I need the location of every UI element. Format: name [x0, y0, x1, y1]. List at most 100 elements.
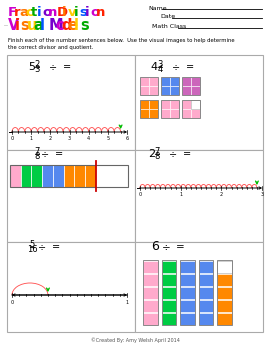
Text: i: i	[14, 18, 19, 33]
Text: 1: 1	[179, 193, 182, 197]
Bar	[191, 100, 200, 109]
Bar	[140, 100, 149, 109]
Bar	[143, 300, 157, 312]
Bar	[182, 86, 191, 95]
Text: 1: 1	[126, 300, 129, 304]
Bar	[191, 86, 200, 95]
Text: n: n	[96, 7, 106, 20]
Text: 6: 6	[151, 240, 159, 253]
Bar	[217, 300, 231, 312]
Text: 5: 5	[29, 240, 35, 249]
Text: 0: 0	[11, 136, 14, 141]
Text: 4: 4	[157, 65, 163, 74]
Bar	[170, 77, 179, 86]
Text: =: =	[63, 62, 71, 72]
Text: M: M	[49, 18, 63, 33]
Bar	[161, 273, 176, 286]
Text: s: s	[21, 18, 29, 33]
Text: F: F	[8, 7, 17, 20]
Text: d: d	[62, 18, 72, 33]
Bar	[42, 165, 53, 187]
Text: 8: 8	[34, 152, 40, 161]
Text: V: V	[8, 18, 19, 33]
Text: 7: 7	[154, 147, 160, 156]
Text: s: s	[80, 18, 89, 33]
Text: v: v	[68, 7, 76, 20]
Bar	[64, 165, 74, 187]
Bar	[7, 55, 135, 150]
Bar	[198, 260, 213, 325]
Bar	[140, 77, 149, 86]
Bar	[191, 109, 200, 118]
Text: Math Class: Math Class	[152, 25, 186, 29]
Text: o: o	[55, 18, 65, 33]
Text: 7: 7	[34, 147, 40, 156]
Bar	[143, 273, 157, 286]
Text: l: l	[39, 18, 45, 33]
Bar	[161, 260, 176, 325]
Text: =: =	[183, 149, 191, 159]
Text: ÷: ÷	[49, 62, 57, 72]
Bar	[161, 313, 176, 325]
Text: a: a	[19, 7, 28, 20]
Bar	[74, 165, 85, 187]
Bar	[10, 165, 21, 187]
Text: i: i	[62, 7, 67, 20]
Text: D: D	[56, 7, 68, 20]
Text: Finish each of the number sentences below.  Use the visual images to help determ: Finish each of the number sentences belo…	[8, 38, 235, 50]
Bar	[161, 300, 176, 312]
Bar	[161, 100, 170, 109]
Bar	[170, 100, 179, 109]
Text: ÷: ÷	[41, 149, 49, 159]
Text: 3: 3	[261, 193, 264, 197]
Text: i: i	[36, 7, 41, 20]
Bar	[180, 313, 194, 325]
Text: 2: 2	[220, 193, 223, 197]
Bar	[140, 100, 158, 118]
Bar	[191, 77, 200, 86]
Bar	[149, 86, 158, 95]
Bar	[143, 313, 157, 325]
Bar	[96, 165, 107, 187]
Bar	[10, 165, 128, 187]
Text: e: e	[68, 18, 78, 33]
Text: Date: Date	[160, 14, 175, 20]
Bar	[7, 242, 135, 332]
Text: n: n	[48, 7, 57, 20]
Bar	[161, 287, 176, 299]
Text: =: =	[176, 242, 184, 252]
Bar	[180, 287, 194, 299]
Text: 6: 6	[126, 136, 129, 141]
Text: r: r	[14, 7, 20, 20]
Bar	[198, 287, 213, 299]
Text: s: s	[79, 7, 87, 20]
Bar	[161, 100, 179, 118]
Bar	[135, 150, 263, 242]
Bar	[182, 109, 191, 118]
Bar	[170, 109, 179, 118]
Bar	[198, 260, 213, 273]
Bar	[180, 260, 194, 325]
Text: l: l	[74, 18, 79, 33]
Text: ©Created By: Amy Welsh April 2014: ©Created By: Amy Welsh April 2014	[90, 337, 180, 343]
Bar	[117, 165, 128, 187]
Bar	[161, 77, 179, 95]
Text: 0: 0	[11, 300, 14, 304]
Bar	[31, 165, 42, 187]
Bar	[140, 86, 149, 95]
Text: 0: 0	[139, 193, 141, 197]
Text: ÷: ÷	[172, 62, 180, 72]
Bar	[53, 165, 64, 187]
Text: ÷: ÷	[38, 242, 46, 252]
Bar	[198, 313, 213, 325]
Bar	[161, 260, 176, 273]
Text: 3: 3	[68, 136, 71, 141]
Text: 4: 4	[87, 136, 90, 141]
Text: a: a	[33, 18, 43, 33]
Bar	[180, 260, 194, 273]
Bar	[182, 77, 191, 86]
Bar	[140, 109, 149, 118]
Text: t: t	[31, 7, 37, 20]
Bar	[182, 77, 200, 95]
Bar	[217, 260, 231, 273]
